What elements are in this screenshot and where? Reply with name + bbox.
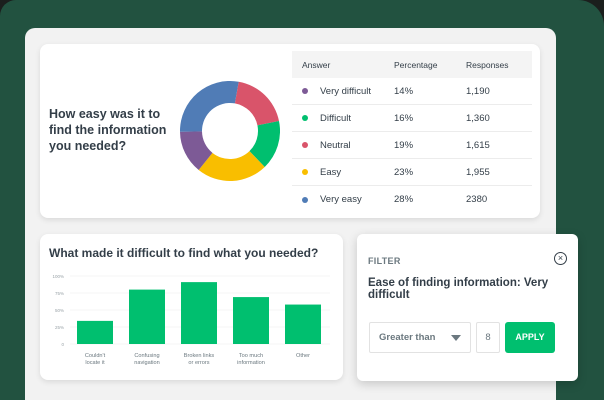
legend-dot-icon <box>302 115 308 121</box>
answer-label: Neutral <box>320 139 351 151</box>
bar <box>285 304 321 344</box>
answer-cell: Very easy <box>292 194 394 205</box>
percentage-cell: 16% <box>394 112 414 124</box>
header-answer: Answer <box>302 59 331 70</box>
caret-down-icon <box>451 335 461 341</box>
donut-segment <box>249 120 280 167</box>
answer-label: Very difficult <box>320 85 372 97</box>
x-tick-label: Couldn't <box>85 353 106 359</box>
table-row: Difficult 16% 1,360 <box>292 105 532 132</box>
x-tick-label: Other <box>296 353 310 359</box>
answer-label: Difficult <box>320 112 351 124</box>
y-tick-label: 50% <box>55 308 64 313</box>
results-table: Answer Percentage Responses Very difficu… <box>292 51 532 213</box>
bar <box>77 320 113 344</box>
x-tick-label: or errors <box>188 360 209 366</box>
bar-chart-title: What made it difficult to find what you … <box>49 246 319 260</box>
responses-cell: 1,360 <box>466 112 490 124</box>
legend-dot-icon <box>302 88 308 94</box>
percentage-cell: 19% <box>394 139 414 151</box>
answer-cell: Easy <box>292 167 394 178</box>
donut-segment <box>180 131 213 170</box>
bar <box>233 297 269 344</box>
donut-chart <box>180 81 280 181</box>
donut-segment <box>234 81 279 126</box>
table-row: Very difficult 14% 1,190 <box>292 78 532 105</box>
legend-dot-icon <box>302 142 308 148</box>
summary-card: How easy was it to find the information … <box>40 44 540 218</box>
value-input[interactable]: 8 <box>476 322 500 353</box>
x-tick-label: Broken links <box>184 353 215 359</box>
question-title: How easy was it to find the information … <box>49 107 167 153</box>
y-tick-label: 25% <box>55 325 64 330</box>
comparator-value: Greater than <box>379 332 436 343</box>
answer-cell: Difficult <box>292 113 394 124</box>
table-header: Answer Percentage Responses <box>292 51 532 78</box>
responses-cell: 1,615 <box>466 139 490 151</box>
donut-segment <box>180 81 239 132</box>
circle-x-icon[interactable]: × <box>554 252 567 265</box>
x-tick-label: locate it <box>85 360 105 366</box>
filter-title: Ease of finding information: Very diffic… <box>368 277 549 301</box>
legend-dot-icon <box>302 196 308 203</box>
answer-label: Very easy <box>320 194 362 205</box>
x-tick-label: information <box>237 360 265 366</box>
x-tick-label: Confusing <box>134 353 159 359</box>
table-row: Very easy 28% 2380 <box>292 186 532 213</box>
answer-cell: Neutral <box>292 140 394 151</box>
bar-chart-card: 0 25% 50% 75% 100% Couldn't locate it Confusing… <box>40 234 343 380</box>
bar <box>129 289 165 344</box>
y-tick-label: 100% <box>52 274 64 279</box>
answer-label: Easy <box>320 166 342 178</box>
y-tick-label: 75% <box>55 291 64 296</box>
responses-cell: 1,190 <box>466 85 490 97</box>
y-tick-label: 0 <box>61 342 64 347</box>
percentage-cell: 14% <box>394 85 414 97</box>
legend-dot-icon <box>302 169 308 175</box>
percentage-cell: 28% <box>394 194 414 205</box>
x-tick-label: Too much <box>239 353 263 359</box>
responses-cell: 1,955 <box>466 166 490 178</box>
header-percentage: Percentage <box>394 59 438 70</box>
answer-cell: Very difficult <box>292 86 394 97</box>
filter-popover: FILTER × Ease of finding information: Ve… <box>357 234 578 381</box>
comparator-select[interactable]: Greater than <box>369 322 471 353</box>
table-row: Easy 23% 1,955 <box>292 159 532 186</box>
responses-cell: 2380 <box>466 194 488 205</box>
x-tick-label: navigation <box>134 360 160 366</box>
donut-segment <box>198 151 265 181</box>
filter-label: FILTER <box>368 256 401 266</box>
apply-button[interactable]: APPLY <box>505 322 555 353</box>
percentage-cell: 23% <box>394 166 414 178</box>
bar <box>181 282 217 344</box>
header-responses: Responses <box>466 59 509 70</box>
table-row: Neutral 19% 1,615 <box>292 132 532 159</box>
